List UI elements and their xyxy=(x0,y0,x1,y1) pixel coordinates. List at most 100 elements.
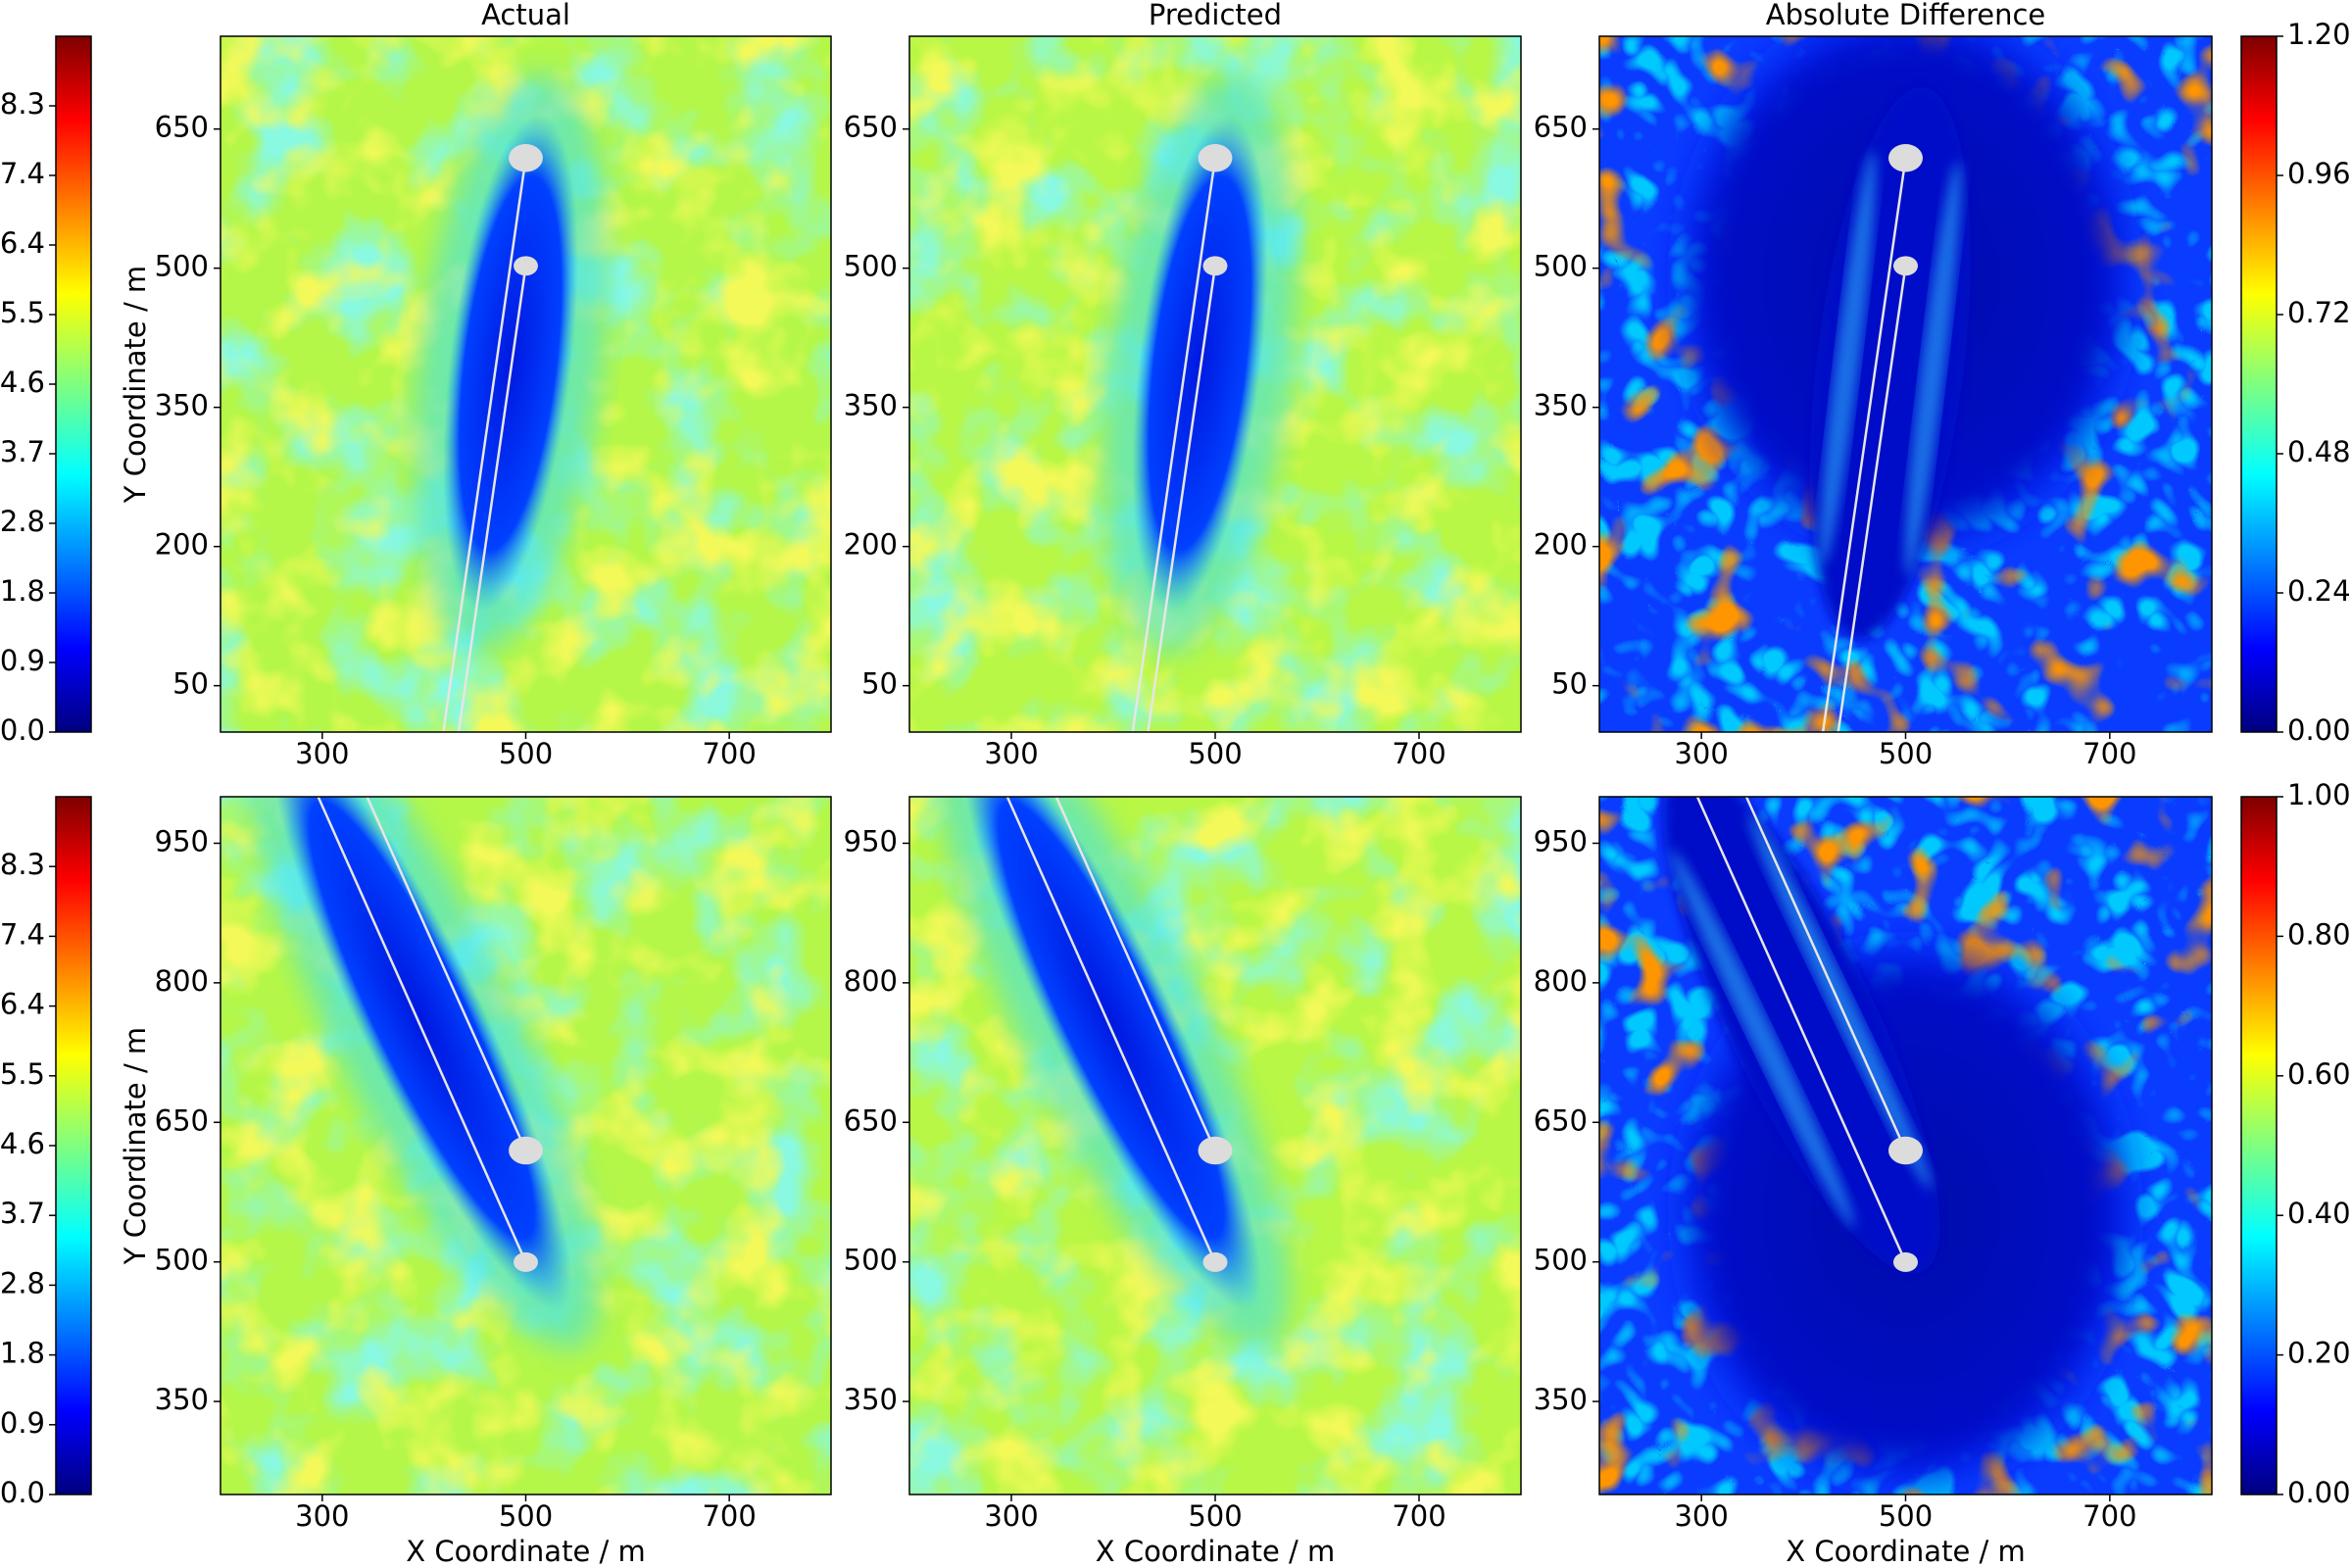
turbine xyxy=(1198,1136,1233,1165)
wake-streak xyxy=(1819,150,1876,565)
colorbar-tick-label: 6.4 xyxy=(0,226,45,260)
x-tick-label: 500 xyxy=(499,737,553,770)
rotor-line xyxy=(1837,266,1907,732)
x-tick-label: 300 xyxy=(1674,1499,1728,1533)
colorbar-tick-label: 1.8 xyxy=(0,1337,45,1370)
colorbar xyxy=(2241,36,2277,732)
x-tick-label: 700 xyxy=(702,1499,756,1533)
x-tick-label: 500 xyxy=(1188,737,1242,770)
colorbar-tick-label: 3.7 xyxy=(0,1197,45,1230)
x-tick-label: 700 xyxy=(1392,737,1446,770)
colorbar-tick-label: 2.8 xyxy=(0,1266,45,1299)
y-tick-label: 650 xyxy=(844,1103,898,1137)
turbine xyxy=(1202,256,1228,276)
panel-title: Absolute Difference xyxy=(1766,0,2045,31)
y-tick-label: 950 xyxy=(844,824,898,858)
wake-streak xyxy=(1671,850,1855,1228)
colorbar-tick-label: 4.6 xyxy=(0,366,45,399)
panel-title: Predicted xyxy=(1149,0,1282,31)
x-tick-label: 700 xyxy=(702,737,756,770)
y-tick-label: 650 xyxy=(1534,1103,1588,1137)
y-axis-label: Y Coordinate / m xyxy=(119,1027,152,1265)
x-axis-label: X Coordinate / m xyxy=(406,1535,646,1568)
turbine xyxy=(1202,1251,1228,1272)
colorbar-tick-label: 7.4 xyxy=(0,157,45,190)
colorbar xyxy=(56,797,91,1494)
y-tick-label: 500 xyxy=(844,250,898,283)
colorbar-tick-label: 0.40 xyxy=(2287,1197,2351,1230)
x-axis-label: X Coordinate / m xyxy=(1096,1535,1336,1568)
heatmap xyxy=(909,797,1521,1494)
colorbar-tick-label: 0.80 xyxy=(2287,917,2351,951)
y-tick-label: 650 xyxy=(844,111,898,144)
colorbar-tick-label: 0.96 xyxy=(2287,157,2351,190)
x-tick-label: 300 xyxy=(295,1499,349,1533)
y-tick-label: 800 xyxy=(155,964,209,998)
rotor-line xyxy=(457,266,527,732)
colorbar-tick-label: 0.24 xyxy=(2287,574,2351,608)
wake xyxy=(961,797,1261,1311)
x-tick-label: 500 xyxy=(499,1499,553,1533)
turbine xyxy=(1893,256,1918,276)
colorbar-tick-label: 0.0 xyxy=(0,713,45,747)
colorbar-tick-label: 0.48 xyxy=(2287,435,2351,468)
y-tick-label: 500 xyxy=(844,1244,898,1277)
x-tick-label: 700 xyxy=(2082,1499,2136,1533)
y-tick-label: 200 xyxy=(844,528,898,562)
colorbar-tick-label: 4.6 xyxy=(0,1127,45,1160)
colorbar-tick-label: 1.8 xyxy=(0,574,45,608)
rotor-line xyxy=(1744,797,1907,1152)
colorbar-tick-label: 5.5 xyxy=(0,296,45,329)
y-tick-label: 200 xyxy=(155,528,209,562)
heatmap xyxy=(220,36,831,732)
panel-title: Actual xyxy=(481,0,570,31)
turbine xyxy=(1888,1136,1923,1165)
turbine xyxy=(509,144,543,172)
rotor-line xyxy=(1131,158,1217,732)
colorbar-tick-label: 2.8 xyxy=(0,505,45,538)
y-tick-label: 500 xyxy=(1534,250,1588,283)
x-tick-label: 500 xyxy=(1879,737,1933,770)
y-tick-label: 50 xyxy=(861,667,898,701)
wake-streak xyxy=(1904,161,1961,576)
y-axis-label: Y Coordinate / m xyxy=(119,266,152,504)
y-tick-label: 350 xyxy=(1534,1383,1588,1416)
heatmap xyxy=(220,797,831,1494)
y-tick-label: 800 xyxy=(844,964,898,998)
turbine xyxy=(1888,144,1923,172)
colorbar-tick-label: 0.20 xyxy=(2287,1337,2351,1370)
colorbar-frame xyxy=(2240,796,2278,1495)
colorbar-tick-label: 0.9 xyxy=(0,1406,45,1440)
colorbar-tick-label: 0.72 xyxy=(2287,296,2351,329)
colorbar-tick-label: 0.00 xyxy=(2287,713,2351,747)
y-tick-label: 500 xyxy=(155,1244,209,1277)
x-tick-label: 300 xyxy=(295,737,349,770)
colorbar-tick-label: 0.60 xyxy=(2287,1057,2351,1091)
colorbar-tick-label: 0.00 xyxy=(2287,1476,2351,1509)
y-tick-label: 950 xyxy=(1534,824,1588,858)
x-tick-label: 500 xyxy=(1879,1499,1933,1533)
colorbar-tick-label: 8.3 xyxy=(0,848,45,881)
heatmap xyxy=(1599,36,2212,732)
wake xyxy=(271,797,572,1311)
x-tick-label: 700 xyxy=(2082,737,2136,770)
rotor-line xyxy=(1147,266,1217,732)
y-tick-label: 200 xyxy=(1534,528,1588,562)
y-tick-label: 500 xyxy=(1534,1244,1588,1277)
turbine xyxy=(514,256,538,276)
colorbar-tick-label: 0.0 xyxy=(0,1476,45,1509)
colorbar-tick-label: 0.9 xyxy=(0,644,45,677)
colorbar xyxy=(2241,797,2277,1494)
y-tick-label: 650 xyxy=(155,1103,209,1137)
heatmap xyxy=(1599,797,2212,1494)
y-tick-label: 500 xyxy=(155,250,209,283)
y-tick-label: 950 xyxy=(155,824,209,858)
rotor-line xyxy=(366,797,527,1152)
x-tick-label: 500 xyxy=(1188,1499,1242,1533)
colorbar-tick-label: 3.7 xyxy=(0,435,45,468)
colorbar-frame xyxy=(2240,35,2278,733)
y-tick-label: 50 xyxy=(172,667,209,701)
rotor-line xyxy=(1054,797,1217,1152)
turbine xyxy=(1198,144,1233,172)
